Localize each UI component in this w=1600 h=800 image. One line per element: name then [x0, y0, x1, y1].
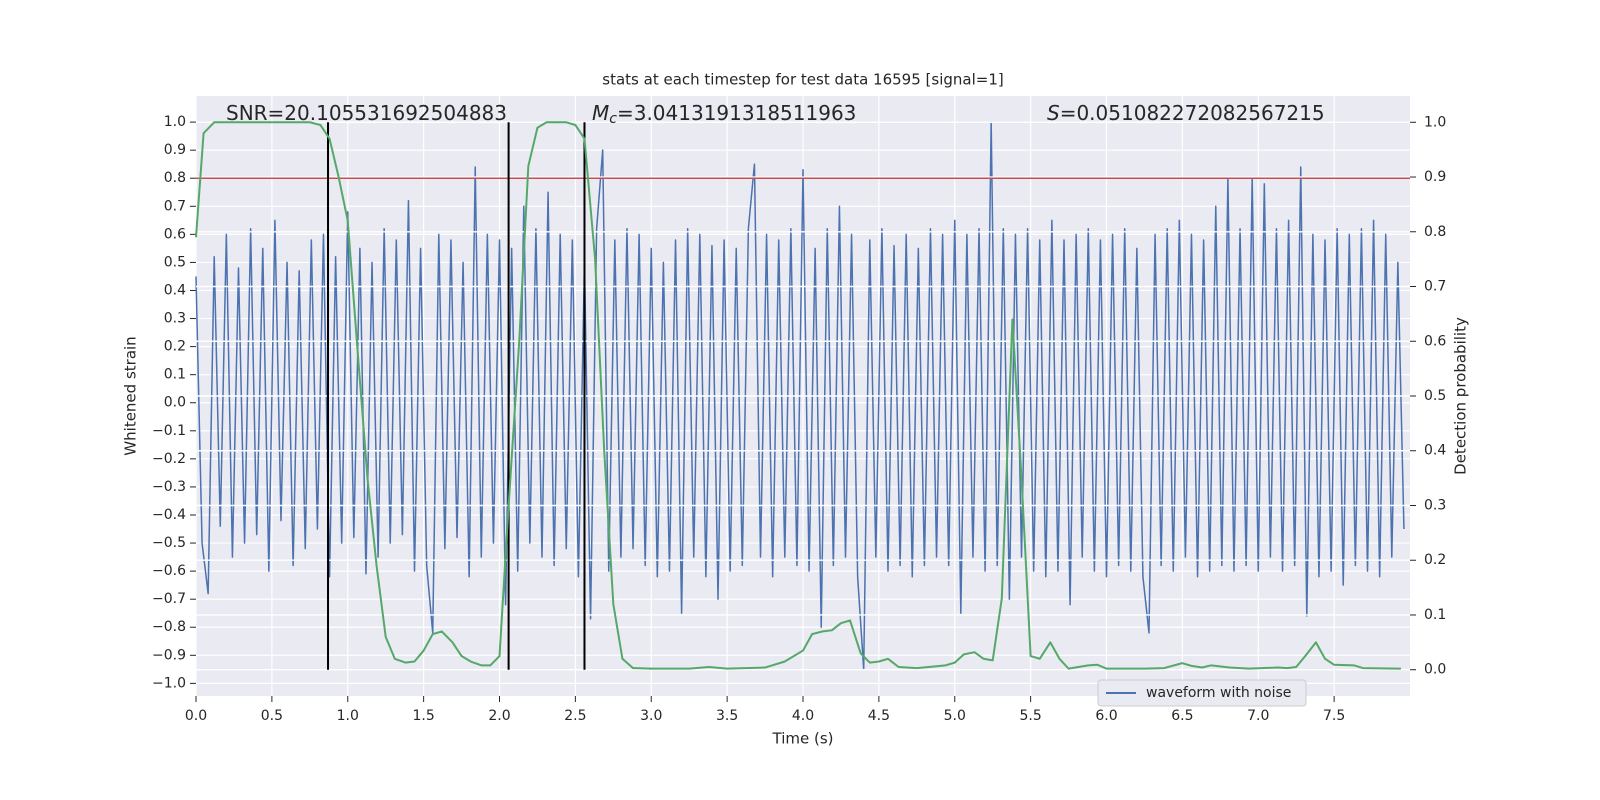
y-tick-label: 1.0: [164, 114, 186, 130]
x-tick-label: 2.5: [564, 708, 586, 724]
annotation-text: =3.0413191318511963: [617, 101, 856, 125]
y-tick-label: −0.3: [152, 479, 186, 495]
legend-label: waveform with noise: [1146, 685, 1291, 701]
chart-title: stats at each timestep for test data 165…: [602, 71, 1003, 89]
y-tick-label: 0.6: [164, 226, 186, 242]
y2-tick-label: 1.0: [1424, 114, 1446, 130]
y2-tick-label: 0.2: [1424, 552, 1446, 568]
y2-axis-label: Detection probability: [1452, 317, 1470, 475]
x-tick-label: 4.0: [792, 708, 814, 724]
y-tick-label: −0.2: [152, 451, 186, 467]
x-tick-label: 7.0: [1247, 708, 1269, 724]
y-tick-label: −0.8: [152, 619, 186, 635]
x-tick-label: 3.0: [640, 708, 662, 724]
y2-tick-label: 0.5: [1424, 388, 1446, 404]
annotation: SNR=20.105531692504883: [226, 101, 507, 125]
y2-tick-label: 0.6: [1424, 333, 1446, 349]
y-tick-label: −0.5: [152, 535, 186, 551]
y-tick-label: −0.7: [152, 591, 186, 607]
y-axis-label: Whitened strain: [122, 336, 140, 455]
y2-tick-label: 0.3: [1424, 497, 1446, 513]
annotation-text: =0.051082272082567215: [1060, 101, 1325, 125]
x-tick-label: 4.5: [868, 708, 890, 724]
x-tick-label: 6.5: [1171, 708, 1193, 724]
y2-tick-label: 0.7: [1424, 279, 1446, 295]
y-tick-label: 0.5: [164, 254, 186, 270]
y2-tick-label: 0.9: [1424, 169, 1446, 185]
x-tick-label: 1.0: [337, 708, 359, 724]
y-tick-label: 0.8: [164, 170, 186, 186]
annotation: Mc=3.0413191318511963: [592, 101, 856, 128]
y-tick-label: 0.4: [164, 282, 186, 298]
x-tick-label: 3.5: [716, 708, 738, 724]
y2-tick-label: 0.4: [1424, 443, 1446, 459]
y-tick-label: −1.0: [152, 675, 186, 691]
x-tick-label: 7.5: [1323, 708, 1345, 724]
annotation-symbol: S: [1047, 101, 1060, 125]
data-line: [195, 121, 1405, 671]
annotation-text: SNR=20.105531692504883: [226, 101, 507, 125]
data-line: [195, 121, 1401, 670]
y-tick-label: −0.9: [152, 647, 186, 663]
x-tick-label: 0.5: [261, 708, 283, 724]
legend-box: [1097, 679, 1307, 707]
x-tick-label: 2.0: [488, 708, 510, 724]
y-tick-label: 0.2: [164, 339, 186, 355]
y2-tick-label: 0.0: [1424, 662, 1446, 678]
y-tick-label: 0.3: [164, 311, 186, 327]
annotation-subscript: c: [609, 111, 617, 127]
annotation: S=0.051082272082567215: [1047, 101, 1325, 125]
y2-tick-label: 0.8: [1424, 224, 1446, 240]
x-tick-label: 5.0: [944, 708, 966, 724]
y-tick-label: 0.9: [164, 142, 186, 158]
y-tick-label: −0.1: [152, 423, 186, 439]
annotation-symbol: M: [592, 101, 609, 125]
x-tick-label: 1.5: [412, 708, 434, 724]
y-tick-label: −0.4: [152, 507, 186, 523]
y-tick-label: 0.7: [164, 198, 186, 214]
x-axis-label: Time (s): [772, 730, 834, 748]
y-tick-label: 0.1: [164, 367, 186, 383]
x-tick-label: 0.0: [185, 708, 207, 724]
y-tick-label: −0.6: [152, 563, 186, 579]
y-tick-label: 0.0: [164, 395, 186, 411]
y2-tick-label: 0.1: [1424, 607, 1446, 623]
x-tick-label: 5.5: [1019, 708, 1041, 724]
x-tick-label: 6.0: [1095, 708, 1117, 724]
